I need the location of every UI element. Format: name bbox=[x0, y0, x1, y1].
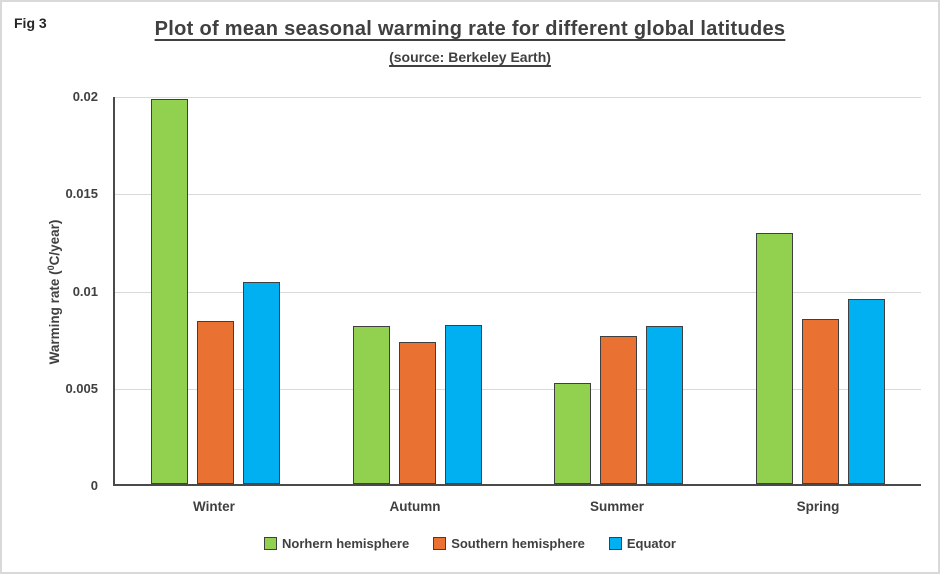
legend-label-norhern-hemisphere: Norhern hemisphere bbox=[282, 536, 410, 551]
legend: Norhern hemisphere Southern hemisphere Equ… bbox=[2, 536, 938, 551]
bar-spring-southern-hemisphere bbox=[802, 319, 839, 484]
legend-label-southern-hemisphere: Southern hemisphere bbox=[451, 536, 585, 551]
gridline-0.015 bbox=[115, 194, 921, 195]
y-tick-label-0.01: 0.01 bbox=[72, 284, 98, 299]
legend-swatch-norhern-hemisphere bbox=[264, 537, 278, 550]
x-tick-label-summer: Summer bbox=[589, 499, 645, 514]
x-tick-label-winter: Winter bbox=[193, 499, 235, 514]
x-tick-label-autumn: Autumn bbox=[389, 499, 441, 514]
x-tick-label-spring: Spring bbox=[796, 499, 840, 514]
bar-winter-norhern-hemisphere bbox=[151, 99, 188, 484]
y-tick-label-0.02: 0.02 bbox=[72, 89, 98, 104]
bar-winter-southern-hemisphere bbox=[197, 321, 234, 484]
gridline-0.01 bbox=[115, 292, 921, 293]
bar-spring-equator bbox=[848, 299, 885, 484]
legend-item-southern-hemisphere: Southern hemisphere bbox=[433, 536, 585, 551]
legend-swatch-equator bbox=[608, 537, 622, 550]
bar-summer-southern-hemisphere bbox=[600, 336, 637, 484]
bar-autumn-equator bbox=[445, 325, 482, 484]
bar-spring-norhern-hemisphere bbox=[756, 233, 793, 484]
y-axis-title-unit: C/year) bbox=[47, 219, 62, 266]
legend-label-equator: Equator bbox=[626, 536, 676, 551]
y-axis-title-superscript: 0 bbox=[46, 265, 56, 271]
bar-summer-equator bbox=[646, 326, 683, 484]
legend-swatch-southern-hemisphere bbox=[433, 537, 447, 550]
plot-area bbox=[113, 97, 921, 486]
gridline-0.005 bbox=[115, 389, 921, 390]
bar-autumn-norhern-hemisphere bbox=[353, 326, 390, 484]
legend-item-equator: Equator bbox=[608, 536, 676, 551]
y-tick-label-0.005: 0.005 bbox=[65, 381, 98, 396]
bar-autumn-southern-hemisphere bbox=[399, 342, 436, 484]
figure-label: Fig 3 bbox=[14, 15, 47, 31]
gridline-0.02 bbox=[115, 97, 921, 98]
y-tick-label-0: 0 bbox=[90, 478, 98, 493]
chart-subtitle: (source: Berkeley Earth) bbox=[389, 49, 551, 65]
chart-title: Plot of mean seasonal warming rate for d… bbox=[154, 18, 786, 40]
legend-item-norhern-hemisphere: Norhern hemisphere bbox=[264, 536, 409, 551]
bar-summer-norhern-hemisphere bbox=[554, 383, 591, 484]
y-tick-label-0.015: 0.015 bbox=[65, 186, 98, 201]
bar-winter-equator bbox=[243, 282, 280, 484]
